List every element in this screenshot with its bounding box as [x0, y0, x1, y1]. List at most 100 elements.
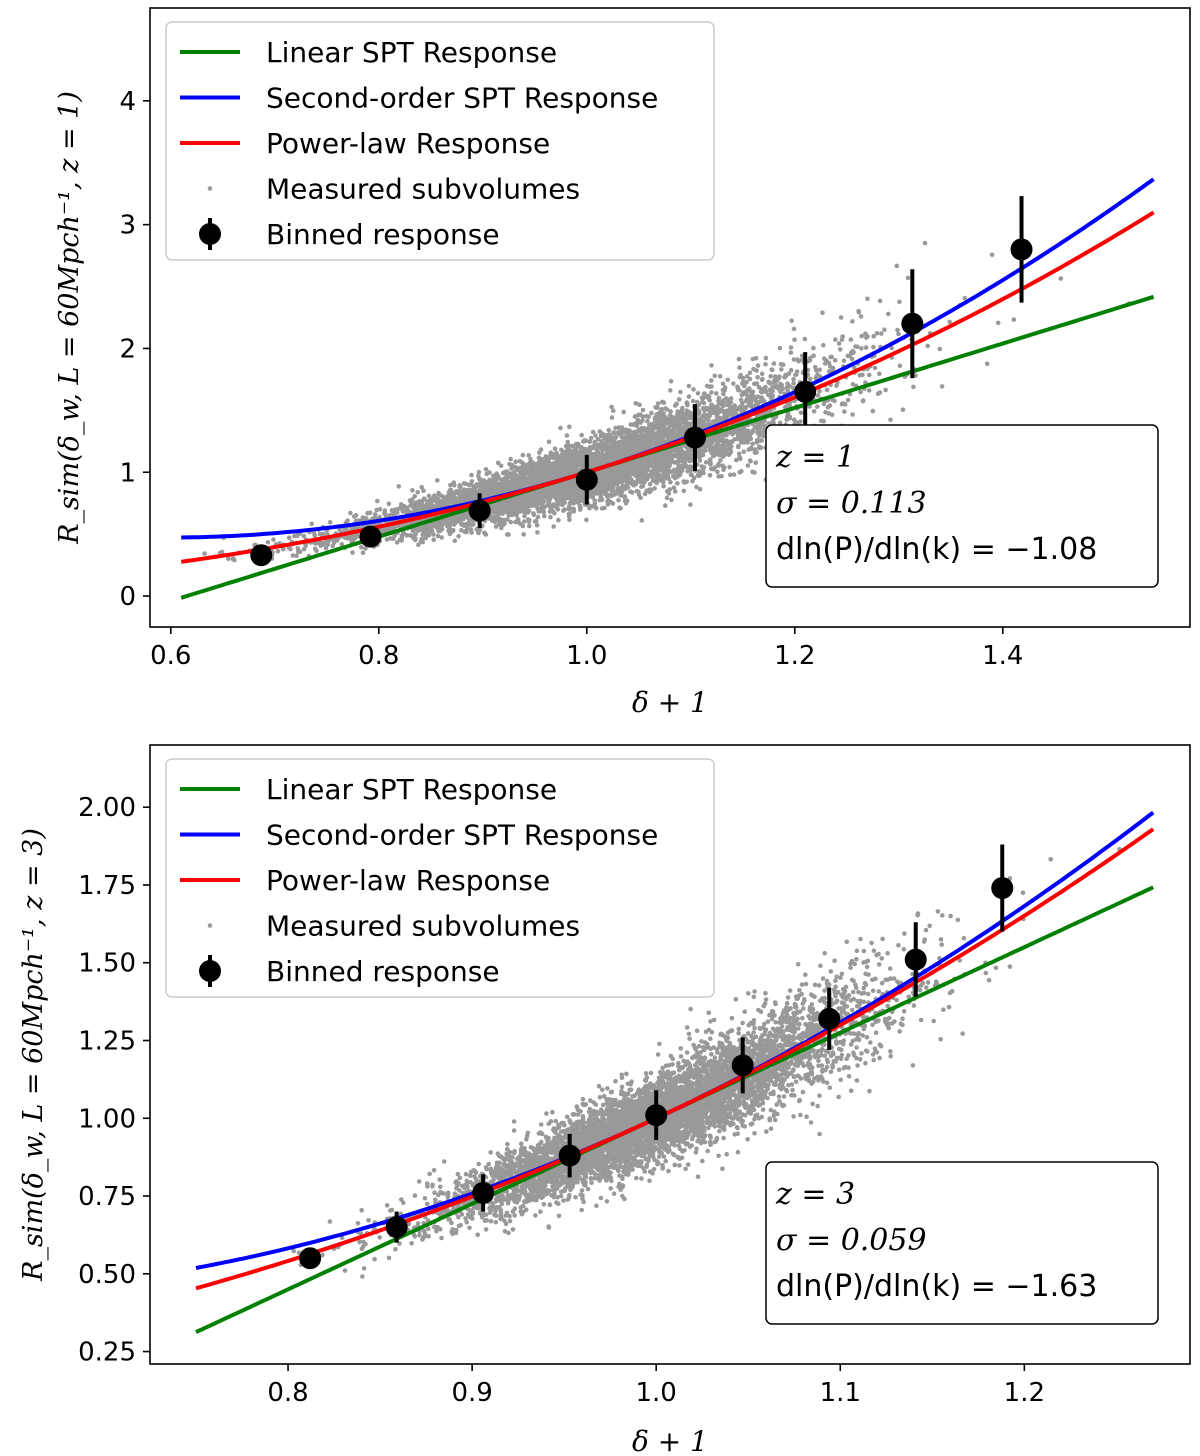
subvolume-point [820, 310, 825, 316]
subvolume-point [345, 518, 350, 523]
subvolume-point [763, 362, 768, 367]
subvolume-point [647, 422, 652, 428]
subvolume-point [290, 553, 296, 558]
subvolume-point [483, 467, 489, 472]
subvolume-point [548, 514, 553, 520]
subvolume-point [905, 275, 911, 281]
subvolume-point [856, 310, 862, 315]
subvolume-point [526, 463, 532, 468]
subvolume-point [609, 404, 614, 410]
subvolume-point [745, 463, 751, 468]
subvolume-point [271, 537, 276, 542]
subvolume-point [281, 546, 286, 552]
subvolume-point [792, 337, 797, 343]
subvolume-point [718, 458, 723, 463]
subvolume-point [851, 365, 857, 370]
subvolume-point [669, 497, 674, 503]
subvolume-point [560, 502, 565, 508]
subvolume-point [384, 537, 390, 542]
subvolume-point [452, 483, 457, 488]
subvolume-point [677, 472, 683, 477]
subvolume-point [520, 477, 525, 483]
subvolume-point [611, 408, 616, 414]
subvolume-point [431, 532, 436, 537]
subvolume-point [616, 441, 622, 447]
subvolume-point [587, 439, 593, 445]
subvolume-point [897, 363, 903, 369]
subvolume-point [771, 361, 777, 366]
subvolume-point [911, 384, 916, 390]
subvolume-point [738, 456, 743, 462]
subvolume-point [675, 481, 680, 486]
subvolume-point [636, 419, 642, 425]
subvolume-point [821, 342, 826, 348]
subvolume-point [410, 488, 415, 493]
subvolume-point [435, 478, 440, 483]
subvolume-point [375, 498, 380, 504]
subvolume-point [794, 372, 799, 377]
subvolume-point [837, 347, 843, 352]
subvolume-point [747, 458, 753, 463]
subvolume-point [435, 533, 441, 539]
subvolume-point [275, 548, 281, 554]
subvolume-point [759, 395, 765, 401]
plot-area [180, 177, 1155, 600]
subvolume-point [690, 478, 695, 484]
subvolume-point [886, 311, 891, 317]
subvolume-point [819, 418, 824, 424]
subvolume-point [396, 484, 402, 489]
subvolume-point [771, 416, 777, 421]
subvolume-point [772, 374, 778, 379]
subvolume-point [672, 489, 678, 494]
subvolume-point [766, 392, 771, 398]
subvolume-point [922, 240, 928, 246]
subvolume-point [528, 473, 533, 479]
subvolume-point [640, 414, 645, 419]
subvolume-point [768, 374, 773, 379]
subvolume-point [606, 427, 612, 433]
subvolume-point [897, 299, 902, 305]
subvolume-point [814, 368, 819, 373]
subvolume-point [631, 422, 636, 427]
subvolume-point [697, 472, 702, 478]
subvolume-point [840, 401, 846, 406]
subvolume-point [691, 387, 696, 392]
subvolume-point [611, 430, 616, 435]
subvolume-point [495, 510, 501, 515]
subvolume-point [709, 363, 714, 368]
subvolume-point [808, 376, 813, 382]
subvolume-point [850, 382, 856, 387]
subvolume-point [871, 344, 876, 350]
subvolume-point [770, 389, 775, 394]
subvolume-point [351, 514, 357, 519]
subvolume-point [728, 399, 734, 405]
subvolume-point [520, 452, 526, 458]
subvolume-point [832, 357, 838, 363]
subvolume-point [1011, 317, 1017, 322]
subvolume-point [736, 406, 742, 412]
subvolume-point [579, 432, 584, 438]
subvolume-point [857, 373, 863, 378]
subvolume-point [649, 410, 654, 416]
subvolume-point [421, 488, 426, 494]
subvolume-point [740, 432, 746, 438]
subvolume-point [469, 479, 475, 484]
subvolume-point [743, 436, 749, 442]
subvolume-point [446, 528, 451, 533]
subvolume-point [900, 407, 906, 413]
subvolume-point [451, 522, 457, 527]
subvolume-point [821, 401, 827, 407]
subvolume-point [734, 457, 739, 463]
subvolume-point [708, 466, 714, 472]
subvolume-point [748, 445, 754, 451]
subvolume-point [360, 550, 366, 556]
subvolume-point [962, 295, 968, 301]
subvolume-point [535, 514, 541, 520]
subvolume-point [590, 429, 596, 435]
subvolume-point [882, 327, 887, 333]
subvolume-point [743, 389, 749, 395]
subvolume-point [700, 452, 706, 458]
subvolume-point [813, 375, 818, 381]
subvolume-point [755, 375, 760, 380]
subvolume-point [295, 546, 301, 551]
